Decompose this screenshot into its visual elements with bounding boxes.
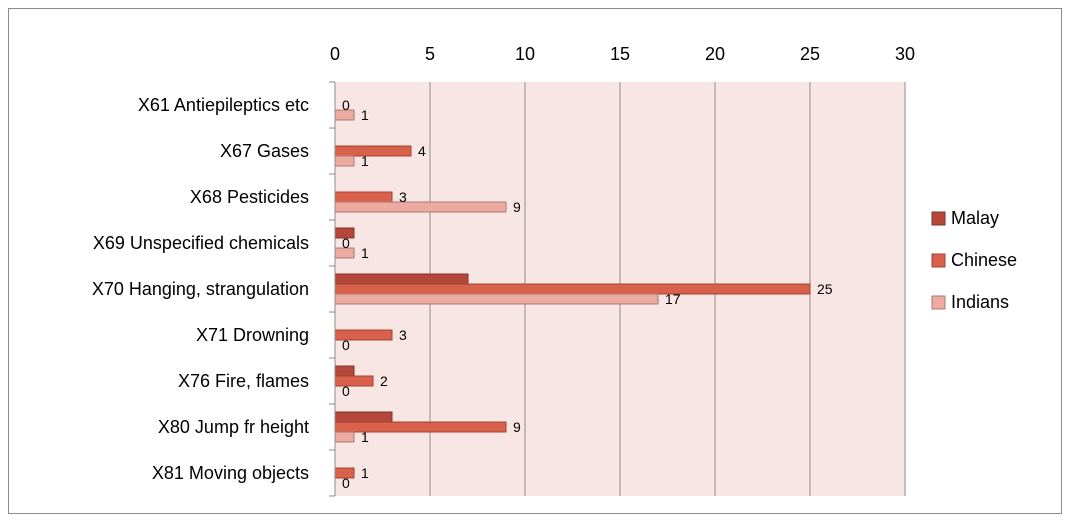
bar-indians [334, 431, 355, 443]
data-label: 17 [665, 291, 681, 307]
category-label: X70 Hanging, strangulation [92, 279, 309, 299]
x-tick-label: 5 [425, 44, 435, 64]
data-label: 0 [342, 475, 350, 491]
data-label: 3 [399, 189, 407, 205]
category-label: X80 Jump fr height [158, 417, 309, 437]
legend-swatch-indians [931, 295, 946, 310]
data-label: 25 [817, 281, 833, 297]
x-tick-label: 20 [705, 44, 725, 64]
data-label: 0 [342, 235, 350, 251]
legend-swatch-malay [931, 211, 946, 226]
x-tick-label: 10 [515, 44, 535, 64]
bar-malay [334, 273, 469, 285]
data-label: 1 [361, 465, 369, 481]
category-label: X76 Fire, flames [178, 371, 309, 391]
data-label: 4 [418, 143, 426, 159]
data-label: 2 [380, 373, 388, 389]
data-label: 1 [361, 107, 369, 123]
bar-chinese [334, 145, 412, 157]
legend-label-chinese: Chinese [951, 250, 1017, 270]
data-label: 3 [399, 327, 407, 343]
bar-indians [334, 155, 355, 167]
x-tick-label: 25 [800, 44, 820, 64]
data-label: 1 [361, 245, 369, 261]
data-label: 9 [513, 419, 521, 435]
x-tick-label: 15 [610, 44, 630, 64]
x-tick-label: 30 [895, 44, 915, 64]
bar-chinese [334, 191, 393, 203]
data-label: 1 [361, 153, 369, 169]
x-tick-label: 0 [330, 44, 340, 64]
bar-chinese [334, 283, 811, 295]
legend-swatch-chinese [931, 253, 946, 268]
bar-indians [334, 293, 659, 305]
data-label: 0 [342, 97, 350, 113]
category-label: X71 Drowning [196, 325, 309, 345]
bar-chinese [334, 375, 374, 387]
category-label: X81 Moving objects [152, 463, 309, 483]
bar-indians [334, 201, 507, 213]
data-label: 0 [342, 383, 350, 399]
legend-label-malay: Malay [951, 208, 999, 228]
category-label: X61 Antiepileptics etc [138, 95, 309, 115]
category-label: X69 Unspecified chemicals [93, 233, 309, 253]
legend-label-indians: Indians [951, 292, 1009, 312]
bar-malay [334, 365, 355, 377]
data-label: 1 [361, 429, 369, 445]
category-label: X68 Pesticides [190, 187, 309, 207]
data-label: 9 [513, 199, 521, 215]
data-label: 0 [342, 337, 350, 353]
category-label: X67 Gases [220, 141, 309, 161]
bar-malay [334, 411, 393, 423]
